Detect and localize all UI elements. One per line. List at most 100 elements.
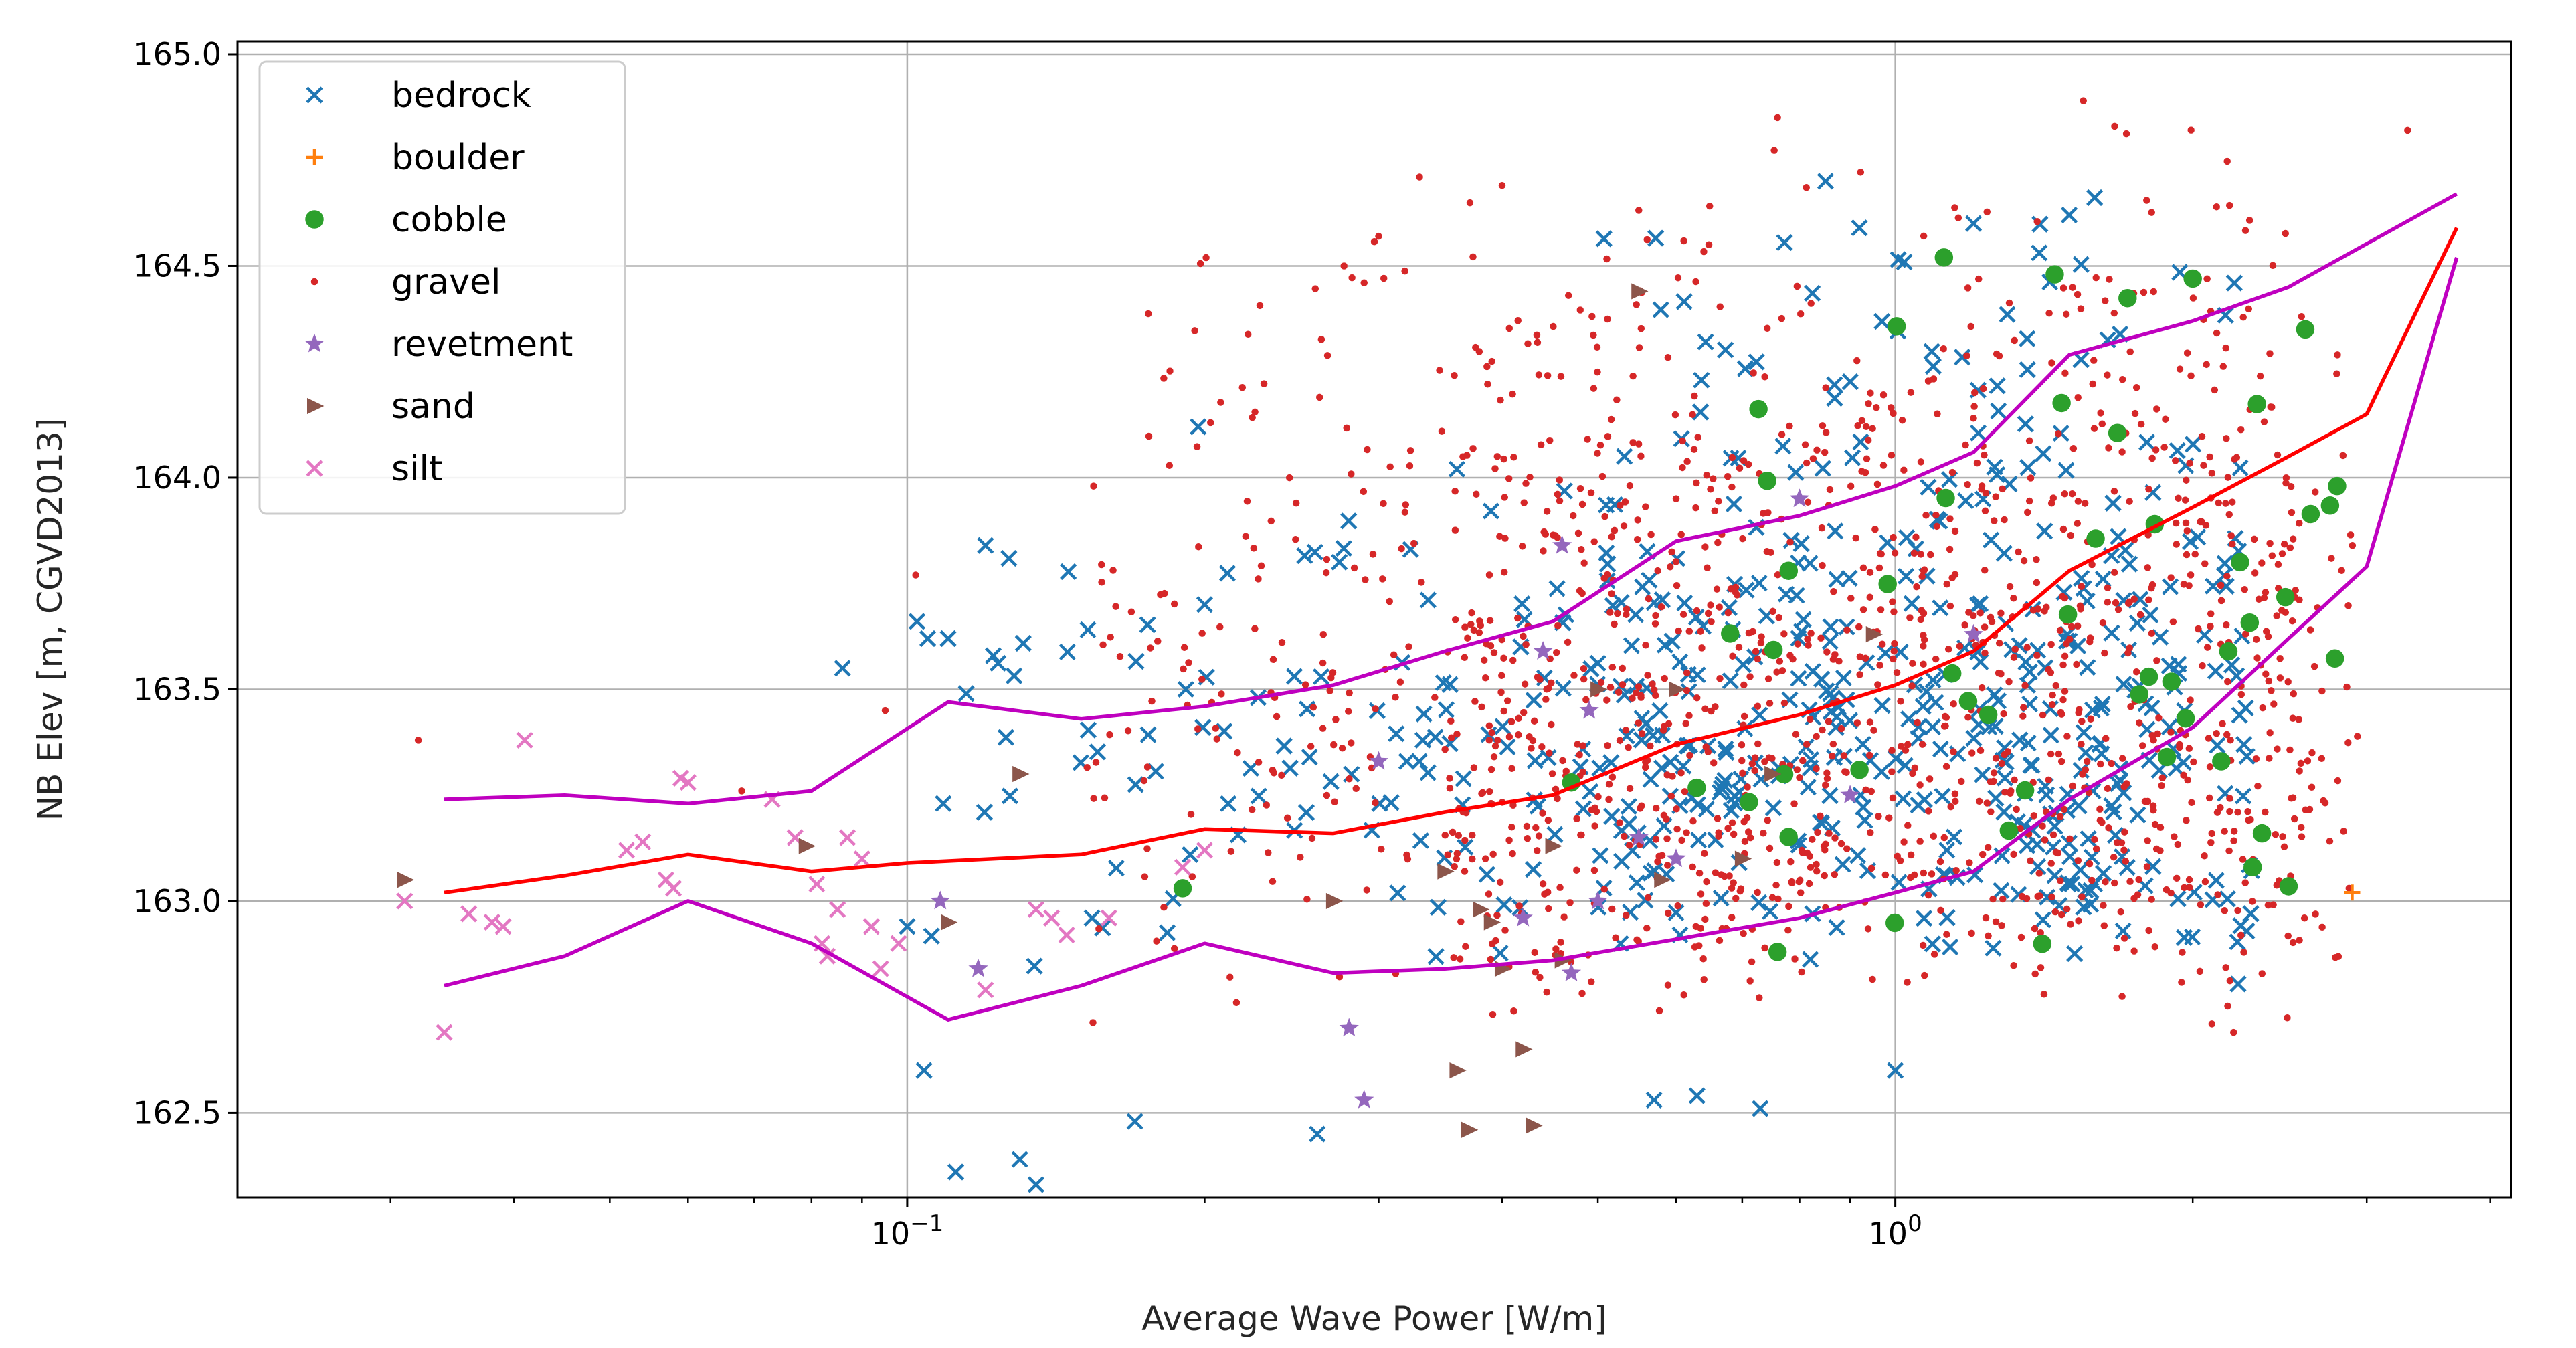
data-point-gravel — [2230, 837, 2237, 844]
data-point-bedrock — [1652, 301, 1669, 318]
data-point-gravel — [1799, 757, 1807, 765]
data-point-gravel — [2151, 820, 2159, 828]
data-point-bedrock — [1340, 512, 1358, 530]
data-point-gravel — [2308, 749, 2316, 757]
data-point-gravel — [2000, 710, 2007, 718]
data-point-bedrock — [1717, 341, 1734, 359]
data-point-gravel — [1681, 788, 1689, 795]
data-point-bedrock — [1989, 466, 2006, 484]
data-point-gravel — [1562, 767, 1570, 775]
data-point-bedrock — [1628, 874, 1645, 892]
data-point-gravel — [1509, 850, 1516, 858]
data-point-gravel — [1677, 769, 1685, 777]
data-point-bedrock — [1999, 306, 2016, 323]
data-point-gravel — [1498, 672, 1505, 680]
data-point-gravel — [2056, 813, 2064, 820]
data-point-gravel — [1724, 472, 1732, 480]
data-point-gravel — [2057, 757, 2065, 765]
data-point-gravel — [1716, 303, 1724, 310]
data-point-gravel — [2130, 947, 2138, 955]
data-point-gravel — [1940, 834, 1948, 842]
data-point-gravel — [2075, 709, 2082, 716]
data-point-gravel — [1466, 199, 1474, 207]
data-point-gravel — [1946, 545, 1954, 553]
data-point-gravel — [1952, 797, 1959, 805]
data-point-bedrock — [1419, 764, 1437, 781]
data-point-sand — [1515, 1041, 1533, 1058]
data-point-gravel — [2206, 453, 2213, 461]
data-point-gravel — [1674, 274, 1682, 282]
data-point-gravel — [1679, 464, 1686, 472]
data-point-bedrock — [2120, 555, 2138, 573]
data-point-gravel — [1629, 694, 1636, 702]
data-point-gravel — [1988, 618, 1996, 625]
data-point-gravel — [2088, 876, 2096, 884]
data-point-gravel — [1285, 474, 1293, 482]
data-point-gravel — [2211, 386, 2219, 394]
data-point-gravel — [912, 571, 919, 579]
data-point-gravel — [2270, 901, 2277, 908]
data-point-gravel — [1526, 473, 1534, 481]
data-point-bedrock — [2160, 718, 2178, 736]
data-point-gravel — [1679, 611, 1687, 618]
data-point-bedrock — [2079, 659, 2096, 676]
data-point-gravel — [1714, 539, 1722, 547]
data-point-bedrock — [2184, 436, 2202, 453]
data-point-gravel — [1637, 452, 1645, 460]
data-point-gravel — [2120, 846, 2128, 854]
data-point-bedrock — [1774, 438, 1792, 455]
data-point-gravel — [2148, 454, 2156, 462]
data-point-gravel — [2296, 596, 2303, 603]
data-point-gravel — [1483, 363, 1491, 371]
data-point-gravel — [1608, 533, 1616, 541]
data-point-bedrock — [1828, 571, 1845, 588]
data-point-gravel — [1416, 173, 1423, 181]
data-point-gravel — [2097, 760, 2104, 768]
data-point-gravel — [1983, 799, 1991, 807]
data-point-gravel — [2202, 522, 2210, 529]
data-point-bedrock — [1419, 591, 1437, 609]
data-point-gravel — [2150, 736, 2157, 744]
data-point-revetment — [1354, 1090, 1374, 1109]
data-point-gravel — [2278, 607, 2286, 614]
series-silt — [396, 731, 1214, 1041]
data-point-gravel — [2017, 824, 2024, 832]
data-point-gravel — [1481, 674, 1489, 682]
data-point-gravel — [2259, 704, 2267, 712]
data-point-bedrock — [1826, 389, 1843, 407]
data-point-bedrock — [2086, 189, 2104, 207]
data-point-gravel — [1888, 747, 1896, 754]
data-point-silt — [494, 918, 512, 935]
data-point-bedrock — [1812, 813, 1829, 832]
data-point-gravel — [2258, 970, 2266, 977]
data-point-gravel — [2006, 583, 2014, 591]
data-point-cobble — [2015, 781, 2035, 800]
data-point-gravel — [2197, 901, 2205, 908]
data-point-gravel — [1143, 845, 1151, 852]
data-point-bedrock — [2034, 911, 2051, 929]
data-point-gravel — [1813, 733, 1820, 741]
data-point-gravel — [1966, 859, 1973, 866]
data-point-gravel — [1503, 697, 1511, 704]
data-point-gravel — [2067, 531, 2075, 539]
data-point-bedrock — [1691, 403, 1710, 421]
data-point-gravel — [1213, 735, 1220, 743]
data-point-gravel — [1921, 971, 1928, 979]
data-point-gravel — [2274, 561, 2282, 569]
data-point-gravel — [2241, 630, 2249, 638]
data-point-gravel — [1917, 551, 1924, 558]
data-point-gravel — [2266, 539, 2274, 547]
data-point-gravel — [2057, 877, 2064, 884]
data-point-gravel — [1909, 769, 1916, 777]
data-point-bedrock — [2189, 528, 2207, 546]
data-point-gravel — [1663, 815, 1670, 823]
data-point-cobble — [1885, 913, 1904, 933]
data-point-bedrock — [1196, 596, 1214, 613]
data-point-gravel — [2074, 394, 2082, 401]
data-point-gravel — [1724, 824, 1732, 832]
data-point-gravel — [2092, 274, 2100, 282]
data-point-cobble — [2058, 605, 2078, 624]
data-point-bedrock — [1924, 718, 1942, 736]
data-point-gravel — [1673, 805, 1680, 813]
data-point-gravel — [1522, 641, 1530, 648]
